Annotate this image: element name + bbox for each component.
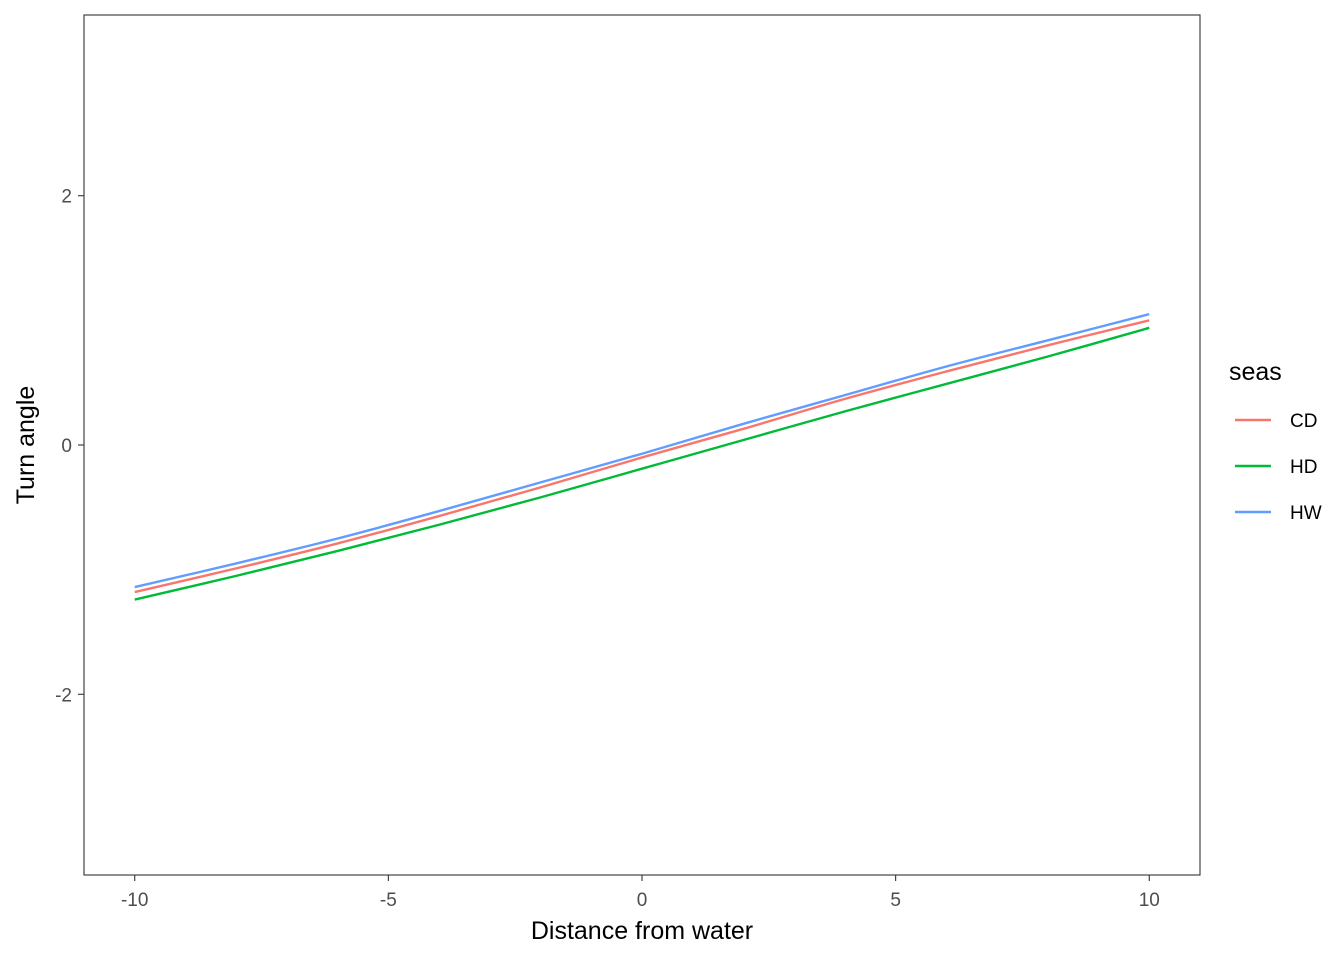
series-lines (134, 312, 1150, 601)
series-line-hd (134, 326, 1150, 601)
y-axis-title: Turn angle (12, 386, 40, 505)
legend-label-hd: HD (1290, 457, 1317, 478)
x-tick-label: -5 (380, 890, 397, 911)
x-axis: -10 -5 0 5 10 (121, 875, 1160, 911)
legend-label-cd: CD (1290, 411, 1317, 432)
y-tick-label: 0 (61, 436, 72, 457)
x-tick-label: -10 (121, 890, 148, 911)
legend-label-hw: HW (1290, 503, 1322, 524)
plot-panel (83, 14, 1201, 876)
series-line-hw (134, 312, 1150, 589)
x-tick-label: 10 (1139, 890, 1160, 911)
y-tick-label: 2 (61, 187, 72, 208)
legend-title: seas (1229, 358, 1282, 386)
y-axis: -2 0 2 (55, 187, 84, 706)
x-tick-label: 0 (637, 890, 648, 911)
series-line-cd (134, 319, 1150, 594)
legend: seas CD HD HW (1229, 358, 1322, 524)
x-axis-title: Distance from water (531, 917, 753, 945)
y-tick-label: -2 (55, 685, 72, 706)
x-tick-label: 5 (890, 890, 901, 911)
